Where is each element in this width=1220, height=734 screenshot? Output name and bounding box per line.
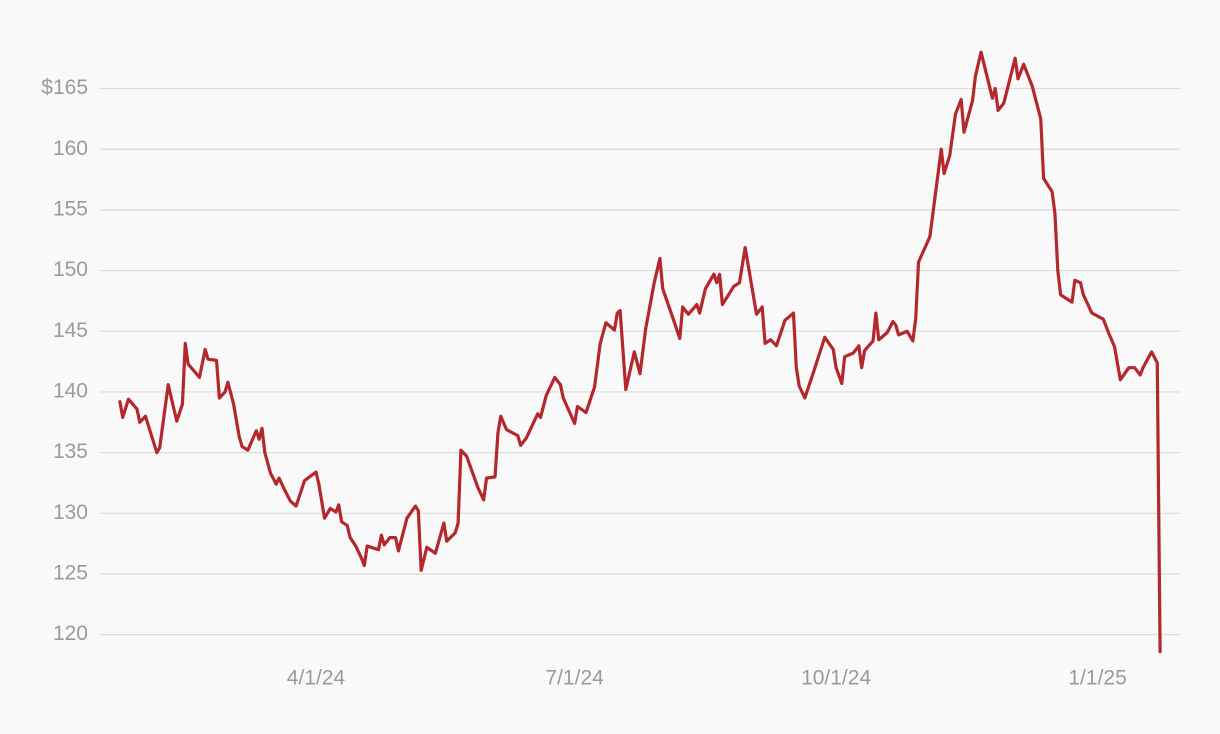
x-tick-label: 4/1/24 xyxy=(287,667,346,690)
y-tick-label: 160 xyxy=(53,137,88,160)
y-tick-label: $165 xyxy=(41,76,88,99)
y-tick-label: 125 xyxy=(53,562,88,585)
y-tick-label: 130 xyxy=(53,501,88,524)
y-tick-label: 145 xyxy=(53,319,88,342)
y-tick-label: 120 xyxy=(53,622,88,645)
x-tick-label: 10/1/24 xyxy=(801,667,871,690)
x-tick-label: 1/1/25 xyxy=(1068,667,1126,690)
x-tick-label: 7/1/24 xyxy=(545,667,604,690)
y-tick-label: 150 xyxy=(53,258,88,281)
y-tick-label: 140 xyxy=(53,379,88,402)
price-line xyxy=(118,50,1162,654)
y-tick-label: 155 xyxy=(53,197,88,220)
y-tick-label: 135 xyxy=(53,440,88,463)
